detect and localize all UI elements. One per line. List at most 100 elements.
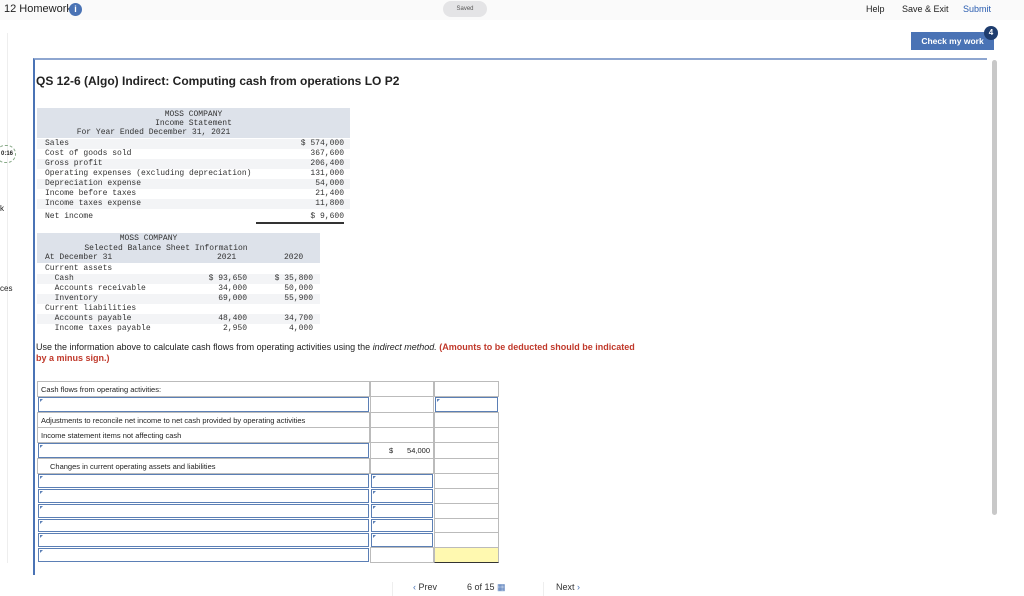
statement-name: Income Statement [155,119,232,128]
row-value: 34,700 [284,314,313,323]
amount-cell [370,427,434,443]
row-label: Inventory [45,294,98,303]
submit-link[interactable]: Submit [963,4,992,14]
row-value: $ 35,800 [274,274,313,283]
table-row: Income before taxes 21,400 [37,189,350,199]
total-cell [434,532,499,548]
page-label: 6 of 15 [467,582,495,592]
col-header: At December 31 [45,253,113,262]
total-cell [434,427,499,443]
table-row: Current liabilities [37,304,320,314]
amount-cell: $54,000 [370,442,434,459]
row-value: 2,950 [222,324,247,333]
row-label: Income statement items not affecting cas… [37,427,370,443]
net-income-input[interactable] [435,397,498,412]
next-label: Next [556,582,575,592]
row-label: Cash flows from operating activities: [37,381,370,397]
attempts-badge: 4 [984,26,998,40]
amount-input[interactable] [371,519,433,532]
sidebar-item[interactable]: ces [0,284,13,293]
col-header: 2020 [284,253,304,262]
help-link[interactable]: Help [866,4,885,14]
description-input[interactable] [38,533,369,547]
total-cash-cell [434,547,499,563]
page-indicator[interactable]: 6 of 15 ▦ [467,582,506,596]
amount-input[interactable] [371,489,433,503]
assignment-title: 12 Homework [4,3,72,15]
row-label: Income before taxes [45,189,137,198]
row-value: 367,600 [310,149,344,158]
table-row: Inventory 69,000 55,900 [37,294,320,304]
description-input[interactable] [38,443,369,458]
prev-label: Prev [418,582,438,592]
row-value: 34,000 [218,284,247,293]
balance-sheet-header [37,233,320,263]
description-input[interactable] [38,489,369,503]
income-statement-heading: MOSS COMPANY Income Statement For Year End… [37,110,350,137]
description-input[interactable] [38,474,369,488]
row-label: Accounts payable [45,314,132,323]
table-row: Cost of goods sold 367,600 [37,149,350,159]
instructions-note: (Amounts to be deducted should be indica… [36,342,635,363]
company-name: MOSS COMPANY [119,234,178,243]
question-title: QS 12-6 (Algo) Indirect: Computing cash … [36,74,400,88]
row-label: Current assets [45,264,113,273]
total-cell [434,442,499,459]
table-row: Depreciation expense 54,000 [37,179,350,190]
table-row: Current assets [37,264,320,274]
amount-input[interactable] [371,474,433,488]
row-label: Accounts receivable [45,284,146,293]
description-input[interactable] [38,397,369,412]
amount-cell [370,547,434,563]
sidebar [0,33,8,563]
balance-sheet-table: Current assets Cash $ 93,650 $ 35,800 Acco… [37,264,320,334]
row-label: Current liabilities [45,304,137,313]
amount-cell [370,458,434,474]
table-row: Operating expenses (excluding depreciati… [37,169,350,179]
row-label: Sales [45,139,70,148]
table-row: Income taxes payable 2,950 4,000 [37,324,320,334]
col-header: 2021 [217,253,237,262]
balance-sheet-heading: MOSS COMPANY Selected Balance Sheet Infor… [37,234,320,263]
row-value: 69,000 [218,294,247,303]
row-value: 4,000 [288,324,313,333]
amount-input[interactable] [371,533,433,547]
row-label: Income taxes payable [45,324,151,333]
info-icon[interactable]: i [69,3,82,16]
instructions: Use the information above to calculate c… [36,342,636,364]
total-cell [434,473,499,489]
total-cell [434,503,499,519]
prev-button[interactable]: ‹ Prev [392,582,462,596]
amount-cell [370,412,434,428]
next-button[interactable]: Next › [543,582,633,596]
total-cell [434,412,499,428]
table-row: Sales $ 574,000 [37,139,350,149]
total-cell [434,488,499,504]
grid-icon[interactable]: ▦ [497,582,506,592]
table-row: Net income $ 9,600 [37,209,350,224]
description-input[interactable] [38,548,369,562]
row-value: 48,400 [218,314,247,323]
table-row: Gross profit 206,400 [37,159,350,169]
row-value: $ 93,650 [208,274,247,283]
save-exit-link[interactable]: Save & Exit [902,4,949,14]
row-label: Depreciation expense [45,179,142,188]
row-label: Income taxes expense [45,199,142,208]
statement-period: For Year Ended December 31, 2021 [76,128,231,137]
row-label: Adjustments to reconcile net income to n… [37,412,370,428]
description-input[interactable] [38,504,369,518]
description-input[interactable] [38,519,369,532]
income-statement-table: Sales $ 574,000 Cost of goods sold 367,600 G… [37,139,350,224]
table-row: Cash $ 93,650 $ 35,800 [37,274,320,284]
amount-input[interactable] [371,504,433,518]
table-row: Accounts receivable 34,000 50,000 [37,284,320,294]
scrollbar[interactable] [992,60,997,515]
row-label: Cost of goods sold [45,149,132,158]
row-value: 131,000 [310,169,344,178]
sidebar-item[interactable]: k [0,204,4,213]
depreciation-amount: 54,000 [407,446,430,455]
check-my-work-button[interactable]: Check my work [911,32,994,50]
row-value: 21,400 [315,189,344,198]
row-label: Net income [45,212,94,221]
balance-sheet-title: Selected Balance Sheet Information [84,243,248,253]
